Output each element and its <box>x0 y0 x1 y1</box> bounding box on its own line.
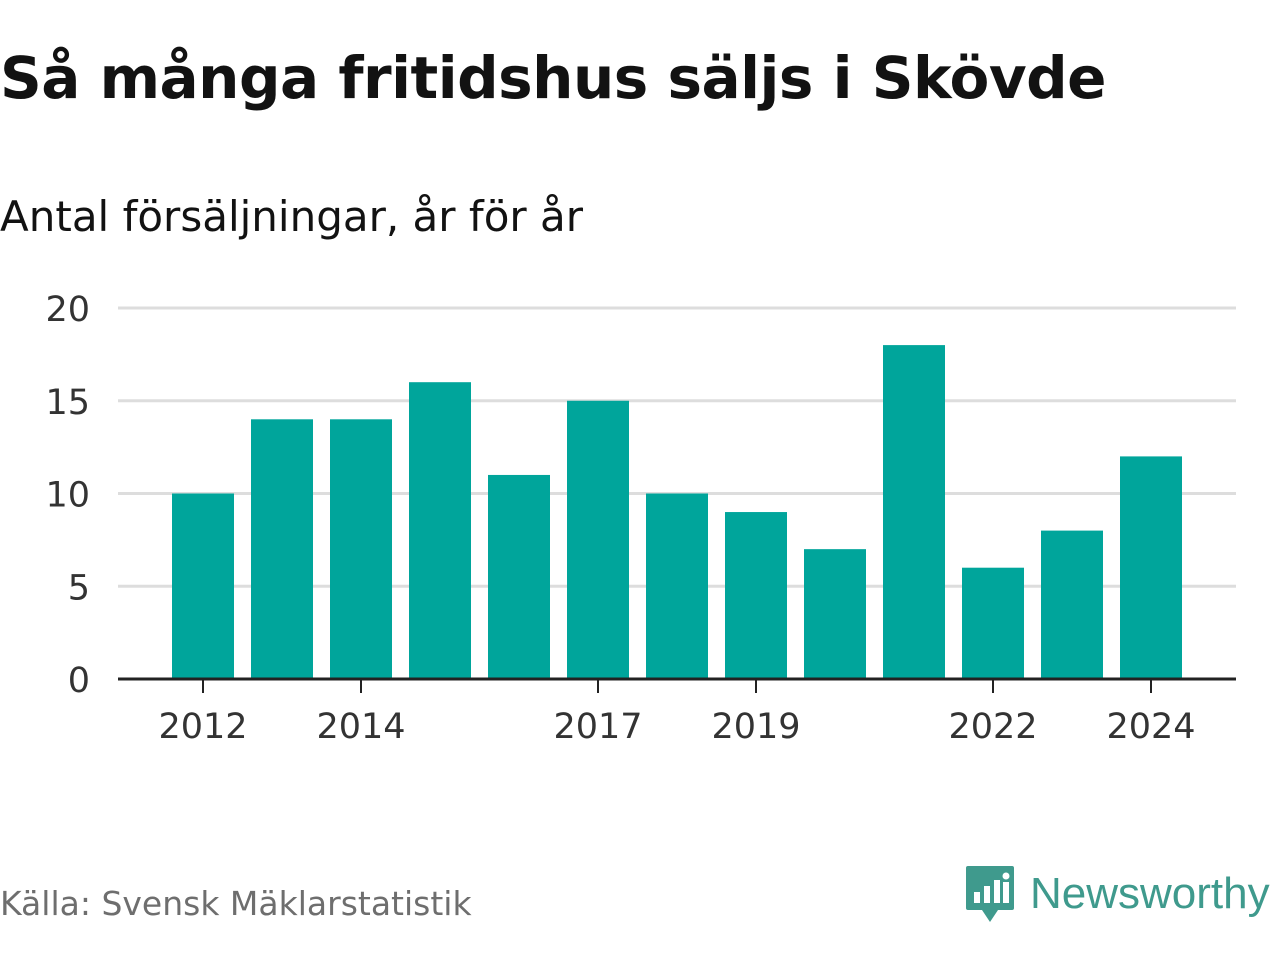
bar-2017 <box>567 400 629 679</box>
x-tick-label: 2024 <box>1106 707 1195 747</box>
y-tick-label: 0 <box>68 661 90 701</box>
bar-2014 <box>330 419 392 679</box>
bar-2018 <box>646 493 708 679</box>
bar-2013 <box>251 419 313 679</box>
chart-title: Så många fritidshus säljs i Skövde <box>0 44 1107 112</box>
x-tick-label: 2019 <box>711 707 800 747</box>
bar-chart: 0 5 10 15 20 2012 2014 2017 2019 2022 2024 <box>45 290 1236 747</box>
bar-2023 <box>1041 530 1103 679</box>
bar-2012 <box>172 493 234 679</box>
tick-labels: 0 5 10 15 20 2012 2014 2017 2019 2022 2024 <box>45 290 1195 747</box>
bar-2019 <box>725 512 787 679</box>
bar-2024 <box>1120 456 1182 679</box>
brand-logo[interactable]: Newsworthy <box>964 864 1270 924</box>
bar-2016 <box>488 474 550 679</box>
source-note: Källa: Svensk Mäklarstatistik <box>0 884 472 923</box>
x-tick-label: 2022 <box>948 707 1037 747</box>
brand-name: Newsworthy <box>1030 869 1270 918</box>
x-tick-label: 2014 <box>316 707 405 747</box>
y-tick-label: 10 <box>45 476 90 516</box>
y-tick-label: 15 <box>45 383 90 423</box>
newsworthy-logo-icon <box>966 866 1014 922</box>
bar-2020 <box>804 549 866 679</box>
chart-subtitle: Antal försäljningar, år för år <box>0 192 584 241</box>
bars <box>172 345 1182 679</box>
x-tick-label: 2012 <box>158 707 247 747</box>
y-tick-label: 20 <box>45 290 90 330</box>
bar-2022 <box>962 567 1024 679</box>
bar-2015 <box>409 382 471 679</box>
x-tick-label: 2017 <box>553 707 642 747</box>
bar-2021 <box>883 345 945 679</box>
y-tick-label: 5 <box>68 568 90 608</box>
axes <box>118 677 1236 693</box>
